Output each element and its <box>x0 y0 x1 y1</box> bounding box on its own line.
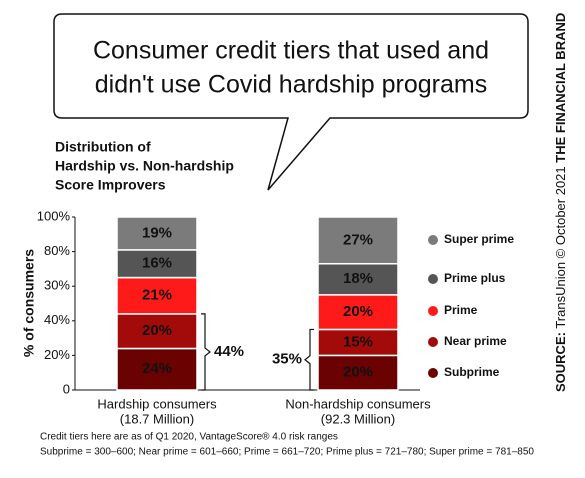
bar-segment <box>116 216 198 251</box>
legend-marker <box>428 337 438 347</box>
legend-marker <box>428 235 438 245</box>
x-tick-label: Non-hardship consumers <box>285 396 431 411</box>
bracket <box>201 313 211 391</box>
legend-marker <box>428 368 438 378</box>
bar-segment <box>116 276 198 315</box>
value-label: 16% <box>142 255 172 272</box>
chart-title: Score Improvers <box>55 177 166 193</box>
legend-label: Subprime <box>444 365 500 379</box>
value-label: 27% <box>343 231 373 248</box>
x-tick-label: Hardship consumers <box>97 396 217 411</box>
annotation: 35% <box>272 351 302 368</box>
y-tick-label: 0 <box>63 381 70 396</box>
bar-segment <box>116 249 198 279</box>
bar-segment <box>317 294 399 331</box>
y-axis-label: % of consumers <box>21 249 37 357</box>
bar-segment <box>317 354 399 391</box>
y-tick-label: 100% <box>37 208 71 223</box>
legend-label: Near prime <box>444 334 507 348</box>
bracket <box>304 328 314 391</box>
legend-label: Prime plus <box>444 271 506 285</box>
value-label: 18% <box>343 270 373 287</box>
value-label: 19% <box>142 224 172 241</box>
chart-title: Hardship vs. Non-hardship <box>55 158 234 174</box>
value-label: 21% <box>142 287 172 304</box>
legend-marker <box>428 274 438 284</box>
bar-segment <box>317 328 399 357</box>
legend-marker <box>428 306 438 316</box>
source: SOURCE: TransUnion © October 2021 THE FI… <box>553 13 568 392</box>
y-tick-label: 30% <box>44 278 70 293</box>
x-tick-note: (18.7 Million) <box>120 411 194 426</box>
x-tick-note: (92.3 Million) <box>321 411 395 426</box>
speech-bubble <box>53 13 529 191</box>
annotation: 44% <box>214 343 244 360</box>
footnote: Subprime = 300–600; Near prime = 601–660… <box>40 447 534 458</box>
bar-segment <box>317 262 399 296</box>
source-text: TransUnion © October 2021 <box>553 166 568 328</box>
value-label: 15% <box>343 333 373 350</box>
legend-label: Prime <box>444 303 478 317</box>
brand: THE FINANCIAL BRAND <box>553 13 568 163</box>
value-label: 24% <box>142 360 172 377</box>
value-label: 20% <box>142 322 172 339</box>
value-label: 20% <box>343 364 373 381</box>
source-label: SOURCE: <box>553 332 568 392</box>
headline: didn't use Covid hardship programs <box>95 71 487 99</box>
legend-label: Super prime <box>444 232 514 246</box>
y-tick-label: 80% <box>44 243 70 258</box>
y-tick-label: 40% <box>44 312 70 327</box>
bar-segment <box>317 216 399 265</box>
value-label: 20% <box>343 303 373 320</box>
y-tick-label: 20% <box>44 347 70 362</box>
chart-title: Distribution of <box>55 139 151 155</box>
headline: Consumer credit tiers that used and <box>93 37 489 65</box>
footnote: Credit tiers here are as of Q1 2020, Van… <box>40 432 338 443</box>
